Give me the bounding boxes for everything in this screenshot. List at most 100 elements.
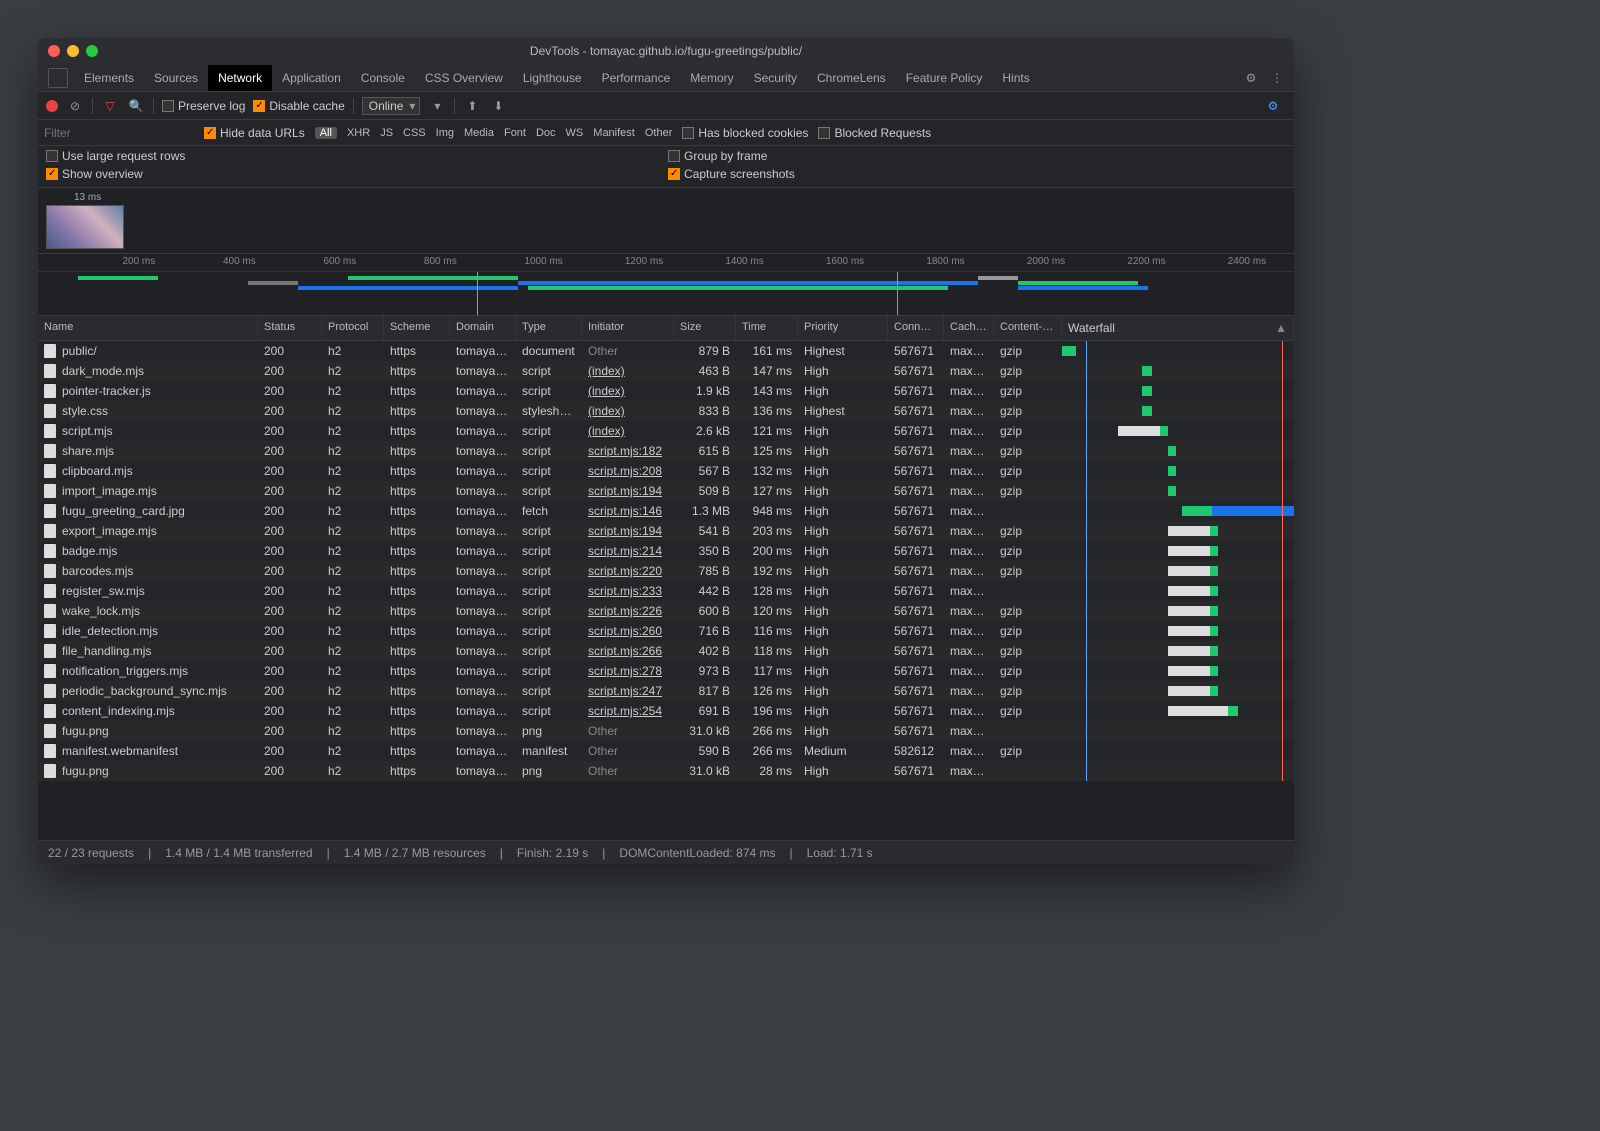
capture-screenshots-checkbox[interactable]: Capture screenshots [668,167,1286,181]
filter-type-ws[interactable]: WS [566,127,584,139]
column-header[interactable]: Scheme [384,316,450,340]
request-row[interactable]: wake_lock.mjs200h2httpstomayac…scriptscr… [38,601,1294,621]
filter-type-all[interactable]: All [315,127,337,139]
blocked-requests-checkbox[interactable]: Blocked Requests [818,126,931,140]
tab-css-overview[interactable]: CSS Overview [415,65,513,91]
column-header[interactable]: Initiator [582,316,674,340]
request-row[interactable]: badge.mjs200h2httpstomayac…scriptscript.… [38,541,1294,561]
cell-initiator[interactable]: script.mjs:226 [582,601,674,621]
request-row[interactable]: style.css200h2httpstomayac…stylesheet(in… [38,401,1294,421]
close-traffic-icon[interactable] [48,45,60,57]
hide-data-urls-checkbox[interactable]: Hide data URLs [204,126,305,140]
column-header[interactable]: Domain [450,316,516,340]
overview-timeline[interactable]: 200 ms400 ms600 ms800 ms1000 ms1200 ms14… [38,254,1294,316]
cell-initiator[interactable]: script.mjs:214 [582,541,674,561]
upload-har-icon[interactable]: ⬆ [463,97,481,115]
throttling-select[interactable]: Online [362,97,421,115]
tab-hints[interactable]: Hints [992,65,1039,91]
filter-type-doc[interactable]: Doc [536,127,556,139]
settings-gear-icon[interactable]: ⚙ [1242,71,1260,85]
filter-input[interactable] [44,126,194,140]
cell-initiator[interactable]: script.mjs:254 [582,701,674,721]
request-row[interactable]: public/200h2httpstomayac…documentOther87… [38,341,1294,361]
cell-initiator[interactable]: script.mjs:182 [582,441,674,461]
cell-initiator[interactable]: script.mjs:233 [582,581,674,601]
cell-initiator[interactable]: (index) [582,401,674,421]
cell-initiator[interactable]: script.mjs:194 [582,521,674,541]
request-row[interactable]: manifest.webmanifest200h2httpstomayac…ma… [38,741,1294,761]
request-row[interactable]: fugu_greeting_card.jpg200h2httpstomayac…… [38,501,1294,521]
cell-initiator[interactable]: script.mjs:278 [582,661,674,681]
column-header[interactable]: Cach… [944,316,994,340]
request-row[interactable]: fugu.png200h2httpstomayac…pngOther31.0 k… [38,761,1294,781]
cell-initiator[interactable]: script.mjs:208 [582,461,674,481]
request-row[interactable]: content_indexing.mjs200h2httpstomayac…sc… [38,701,1294,721]
request-row[interactable]: idle_detection.mjs200h2httpstomayac…scri… [38,621,1294,641]
show-overview-checkbox[interactable]: Show overview [46,167,664,181]
request-row[interactable]: periodic_background_sync.mjs200h2httpsto… [38,681,1294,701]
tab-sources[interactable]: Sources [144,65,208,91]
thumbnail-image[interactable] [46,205,124,249]
column-header[interactable]: Time [736,316,798,340]
has-blocked-cookies-checkbox[interactable]: Has blocked cookies [682,126,808,140]
network-settings-gear-icon[interactable]: ⚙ [1264,99,1282,113]
filter-type-js[interactable]: JS [380,127,393,139]
request-row[interactable]: pointer-tracker.js200h2httpstomayac…scri… [38,381,1294,401]
tab-console[interactable]: Console [351,65,415,91]
request-row[interactable]: import_image.mjs200h2httpstomayac…script… [38,481,1294,501]
column-header[interactable]: Type [516,316,582,340]
filter-type-xhr[interactable]: XHR [347,127,370,139]
preserve-log-checkbox[interactable]: Preserve log [162,99,245,113]
tab-elements[interactable]: Elements [74,65,144,91]
more-menu-icon[interactable]: ⋮ [1268,71,1286,85]
cell-initiator[interactable]: (index) [582,381,674,401]
column-header[interactable]: Waterfall▲ [1062,316,1294,340]
cell-initiator[interactable]: script.mjs:260 [582,621,674,641]
inspect-element-icon[interactable] [48,68,68,88]
filter-type-font[interactable]: Font [504,127,526,139]
filter-type-media[interactable]: Media [464,127,494,139]
column-header[interactable]: Priority [798,316,888,340]
filter-type-img[interactable]: Img [436,127,454,139]
tab-security[interactable]: Security [744,65,807,91]
filter-type-css[interactable]: CSS [403,127,426,139]
cell-initiator[interactable]: (index) [582,361,674,381]
cell-initiator[interactable]: (index) [582,421,674,441]
request-row[interactable]: script.mjs200h2httpstomayac…script(index… [38,421,1294,441]
request-row[interactable]: register_sw.mjs200h2httpstomayac…scripts… [38,581,1294,601]
request-row[interactable]: barcodes.mjs200h2httpstomayac…scriptscri… [38,561,1294,581]
column-header[interactable]: Status [258,316,322,340]
cell-initiator[interactable]: script.mjs:146 [582,501,674,521]
large-rows-checkbox[interactable]: Use large request rows [46,149,664,163]
download-har-icon[interactable]: ⬇ [489,97,507,115]
filter-type-manifest[interactable]: Manifest [593,127,635,139]
throttle-chevron-icon[interactable]: ▾ [428,97,446,115]
tab-memory[interactable]: Memory [680,65,743,91]
filter-funnel-icon[interactable]: ▽ [101,97,119,115]
search-icon[interactable]: 🔍 [127,97,145,115]
column-header[interactable]: Content-… [994,316,1062,340]
column-header[interactable]: Conne… [888,316,944,340]
tab-chromelens[interactable]: ChromeLens [807,65,896,91]
column-header[interactable]: Size [674,316,736,340]
request-row[interactable]: export_image.mjs200h2httpstomayac…script… [38,521,1294,541]
request-row[interactable]: notification_triggers.mjs200h2httpstomay… [38,661,1294,681]
request-row[interactable]: file_handling.mjs200h2httpstomayac…scrip… [38,641,1294,661]
tab-lighthouse[interactable]: Lighthouse [513,65,592,91]
cell-initiator[interactable]: script.mjs:220 [582,561,674,581]
group-by-frame-checkbox[interactable]: Group by frame [668,149,1286,163]
request-row[interactable]: share.mjs200h2httpstomayac…scriptscript.… [38,441,1294,461]
tab-performance[interactable]: Performance [592,65,681,91]
column-header[interactable]: Protocol [322,316,384,340]
record-button[interactable] [46,100,58,112]
clear-icon[interactable]: ⊘ [66,97,84,115]
tab-feature-policy[interactable]: Feature Policy [896,65,993,91]
request-row[interactable]: clipboard.mjs200h2httpstomayac…scriptscr… [38,461,1294,481]
tab-network[interactable]: Network [208,65,272,91]
request-row[interactable]: fugu.png200h2httpstomayac…pngOther31.0 k… [38,721,1294,741]
cell-initiator[interactable]: script.mjs:266 [582,641,674,661]
zoom-traffic-icon[interactable] [86,45,98,57]
cell-initiator[interactable]: script.mjs:194 [582,481,674,501]
filter-type-other[interactable]: Other [645,127,673,139]
tab-application[interactable]: Application [272,65,351,91]
